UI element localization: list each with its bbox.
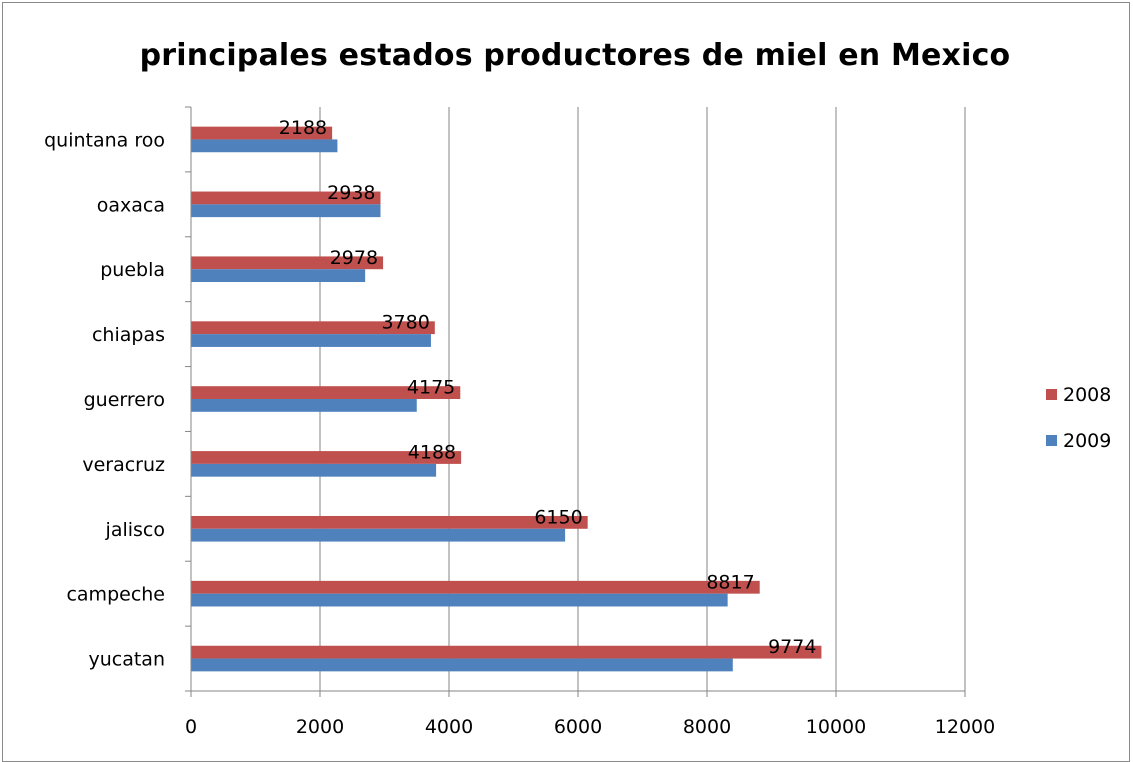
data-label-2008-oaxaca: 2938 bbox=[327, 182, 375, 204]
bar-2008-yucatan bbox=[191, 645, 822, 659]
data-label-2008-quintana-roo: 2188 bbox=[279, 117, 327, 139]
category-label-guerrero: guerrero bbox=[84, 389, 165, 411]
bar-2008-quintana-roo bbox=[191, 126, 333, 140]
category-label-quintana-roo: quintana roo bbox=[44, 129, 165, 151]
category-label-oaxaca: oaxaca bbox=[97, 194, 165, 216]
data-label-2008-campeche: 8817 bbox=[706, 571, 754, 593]
bar-2009-veracruz bbox=[191, 463, 437, 477]
axes: 0 2000 4000 6000 8000 10000 12000 yucatan campec… bbox=[44, 106, 995, 738]
category-label-campeche: campeche bbox=[66, 584, 165, 606]
bar-2009-puebla bbox=[191, 269, 366, 283]
data-labels: 9774 8817 6150 4188 4175 3780 2978 2938 2188 bbox=[279, 117, 817, 658]
x-tick-label-0: 0 bbox=[185, 716, 197, 738]
legend-swatch-2009 bbox=[1046, 435, 1057, 446]
bar-2008-oaxaca bbox=[191, 191, 381, 205]
x-tick-label-4000: 4000 bbox=[425, 716, 473, 738]
x-tick-label-10000: 10000 bbox=[806, 716, 866, 738]
category-label-veracruz: veracruz bbox=[82, 454, 165, 476]
category-label-jalisco: jalisco bbox=[105, 519, 165, 541]
x-tick-label-2000: 2000 bbox=[296, 716, 344, 738]
bar-2008-veracruz bbox=[191, 451, 462, 464]
bar-2008-jalisco bbox=[191, 515, 588, 529]
data-label-2008-yucatan: 9774 bbox=[768, 636, 816, 658]
category-label-yucatan: yucatan bbox=[88, 649, 165, 671]
bar-2009-jalisco bbox=[191, 528, 566, 542]
bars bbox=[191, 126, 822, 672]
bar-2009-campeche bbox=[191, 593, 728, 607]
x-tick-label-12000: 12000 bbox=[935, 716, 995, 738]
legend-swatch-2008 bbox=[1046, 389, 1057, 400]
legend-label-2008: 2008 bbox=[1063, 384, 1112, 406]
bar-2009-guerrero bbox=[191, 399, 417, 412]
legend-label-2009: 2009 bbox=[1063, 430, 1112, 452]
bar-2009-yucatan bbox=[191, 658, 733, 672]
bar-2009-quintana-roo bbox=[191, 139, 338, 153]
x-tick-label-8000: 8000 bbox=[683, 716, 731, 738]
bar-2009-oaxaca bbox=[191, 204, 381, 218]
category-label-puebla: puebla bbox=[100, 259, 165, 281]
bar-2008-campeche bbox=[191, 580, 760, 594]
chart-title: principales estados productores de miel … bbox=[139, 38, 1011, 73]
data-label-2008-chiapas: 3780 bbox=[381, 312, 429, 334]
bar-2008-chiapas bbox=[191, 321, 435, 335]
data-label-2008-jalisco: 6150 bbox=[534, 506, 582, 528]
x-tick-label-6000: 6000 bbox=[554, 716, 602, 738]
data-label-2008-puebla: 2978 bbox=[330, 247, 378, 269]
bar-2008-guerrero bbox=[191, 386, 461, 399]
data-label-2008-guerrero: 4175 bbox=[407, 377, 455, 399]
data-label-2008-veracruz: 4188 bbox=[408, 441, 456, 463]
bar-2008-puebla bbox=[191, 256, 384, 270]
category-label-chiapas: chiapas bbox=[92, 324, 165, 346]
bar-2009-chiapas bbox=[191, 334, 431, 347]
